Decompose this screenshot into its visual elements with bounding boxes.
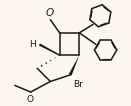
Polygon shape xyxy=(69,55,79,76)
Text: O: O xyxy=(26,95,33,104)
Polygon shape xyxy=(39,44,60,55)
Text: Br: Br xyxy=(73,80,83,89)
Text: H: H xyxy=(29,40,36,49)
Text: O: O xyxy=(46,8,54,18)
